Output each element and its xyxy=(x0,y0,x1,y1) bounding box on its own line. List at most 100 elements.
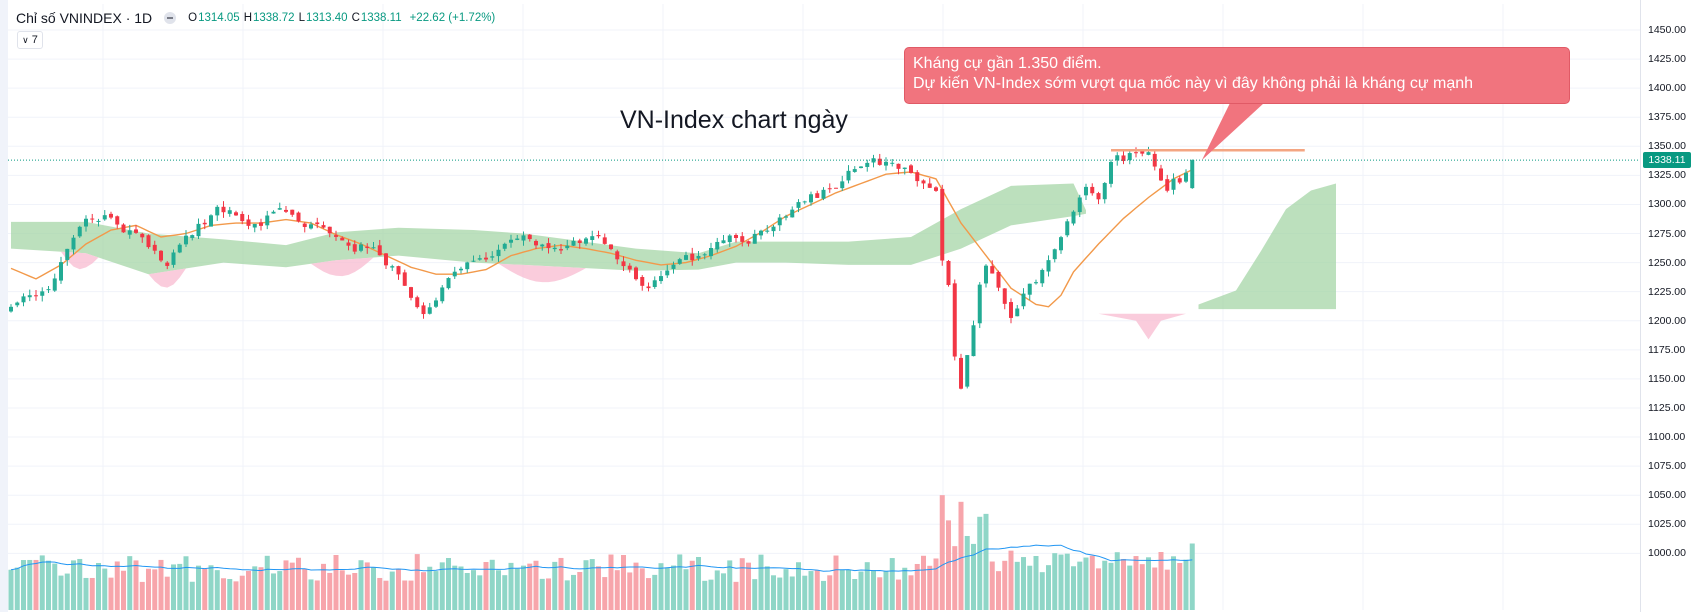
resistance-callout[interactable]: Kháng cự gần 1.350 điểm. Dự kiến VN-Inde… xyxy=(904,47,1570,104)
candle-body xyxy=(1184,172,1188,182)
price-tick-label: 1325.00 xyxy=(1648,169,1686,182)
cloud-future xyxy=(1198,183,1336,310)
candle-body xyxy=(852,169,857,172)
candle-body xyxy=(346,242,351,246)
candle-body xyxy=(834,187,838,189)
candle-body xyxy=(1015,308,1020,317)
volume-bar xyxy=(139,581,145,610)
volume-bar xyxy=(389,571,395,610)
candle-body xyxy=(302,223,307,227)
candle-body xyxy=(452,271,457,277)
candle-body xyxy=(1096,193,1101,200)
volume-bar xyxy=(102,568,108,610)
visibility-icon[interactable] xyxy=(164,12,177,24)
candle-body xyxy=(396,266,401,275)
candle-body xyxy=(809,194,813,203)
candle-body xyxy=(909,165,913,173)
volume-bar xyxy=(1008,550,1014,610)
candle-body xyxy=(146,235,151,248)
candle-body xyxy=(296,212,301,222)
candle-body xyxy=(577,240,582,243)
volume-bars xyxy=(8,495,1195,610)
candle-body xyxy=(340,237,345,241)
candle-body xyxy=(115,216,120,225)
candle-body xyxy=(509,239,513,243)
candle-body xyxy=(96,220,101,222)
volume-bar xyxy=(983,513,989,610)
candle-body xyxy=(1084,186,1088,196)
candle-body xyxy=(290,209,295,215)
candle-body xyxy=(759,230,763,236)
volume-bar xyxy=(746,562,751,610)
candle-body xyxy=(277,208,282,210)
volume-bar xyxy=(402,580,408,610)
candle-body xyxy=(1059,237,1063,251)
volume-bar xyxy=(327,572,333,610)
volume-bar xyxy=(1096,568,1101,610)
price-tick-label: 1300.00 xyxy=(1648,198,1686,211)
volume-bar xyxy=(1127,565,1133,610)
candle-body xyxy=(1115,155,1120,161)
candle-body xyxy=(465,262,470,270)
candle-body xyxy=(671,264,676,269)
candle-body xyxy=(684,255,688,260)
volume-bar xyxy=(814,570,820,610)
volume-bar xyxy=(902,567,908,610)
volume-bar xyxy=(714,570,720,610)
candle-body xyxy=(90,218,95,220)
candle-body xyxy=(271,211,276,214)
volume-bar xyxy=(221,578,226,610)
volume-bar xyxy=(789,576,795,610)
candle-body xyxy=(777,217,782,226)
volume-bar xyxy=(464,573,470,610)
price-axis[interactable]: 1338.11 1450.00 1425.00 1400.00 1375.00 1350… xyxy=(1640,0,1702,612)
symbol-title[interactable]: Chỉ số VNINDEX · 1D xyxy=(16,10,153,26)
volume-bar xyxy=(321,563,326,610)
volume-bar xyxy=(508,562,514,610)
candle-body xyxy=(884,161,888,166)
volume-bar xyxy=(258,567,264,610)
candle-body xyxy=(215,206,220,216)
volume-bar xyxy=(533,560,539,610)
candle-body xyxy=(477,258,482,260)
candle-body xyxy=(1052,249,1057,260)
volume-bar xyxy=(627,572,633,610)
candle-body xyxy=(202,222,207,225)
candle-body xyxy=(609,244,613,250)
candle-body xyxy=(1046,260,1051,272)
volume-bar xyxy=(346,574,351,610)
volume-bar xyxy=(333,554,339,610)
volume-bar xyxy=(1152,567,1158,610)
volume-bar xyxy=(677,554,683,610)
volume-bar xyxy=(458,566,464,610)
volume-ma-line xyxy=(10,544,1193,572)
candle-body xyxy=(940,188,945,261)
candle-body xyxy=(602,237,607,244)
volume-bar xyxy=(189,581,195,610)
candle-body xyxy=(827,188,832,190)
candle-body xyxy=(646,286,651,289)
high-value: 1338.72 xyxy=(253,12,295,24)
candle-body xyxy=(84,218,88,227)
volume-bar xyxy=(821,580,826,610)
candle-body xyxy=(1027,283,1032,295)
candle-body xyxy=(321,225,326,228)
candle-body xyxy=(1171,178,1176,190)
volume-bar xyxy=(989,561,995,610)
ichimoku-cloud xyxy=(11,183,1336,340)
volume-bar xyxy=(339,570,345,610)
volume-bar xyxy=(1102,560,1108,610)
volume-bar xyxy=(833,555,839,610)
volume-bar xyxy=(427,566,433,610)
volume-bar xyxy=(564,580,570,610)
indicators-toggle[interactable]: ∨ 7 xyxy=(17,31,43,49)
candle-body xyxy=(471,260,476,262)
candle-body xyxy=(1002,288,1007,304)
volume-bar xyxy=(1139,564,1145,610)
candle-body xyxy=(490,256,495,258)
volume-bar xyxy=(946,520,951,610)
candle-body xyxy=(40,291,45,296)
